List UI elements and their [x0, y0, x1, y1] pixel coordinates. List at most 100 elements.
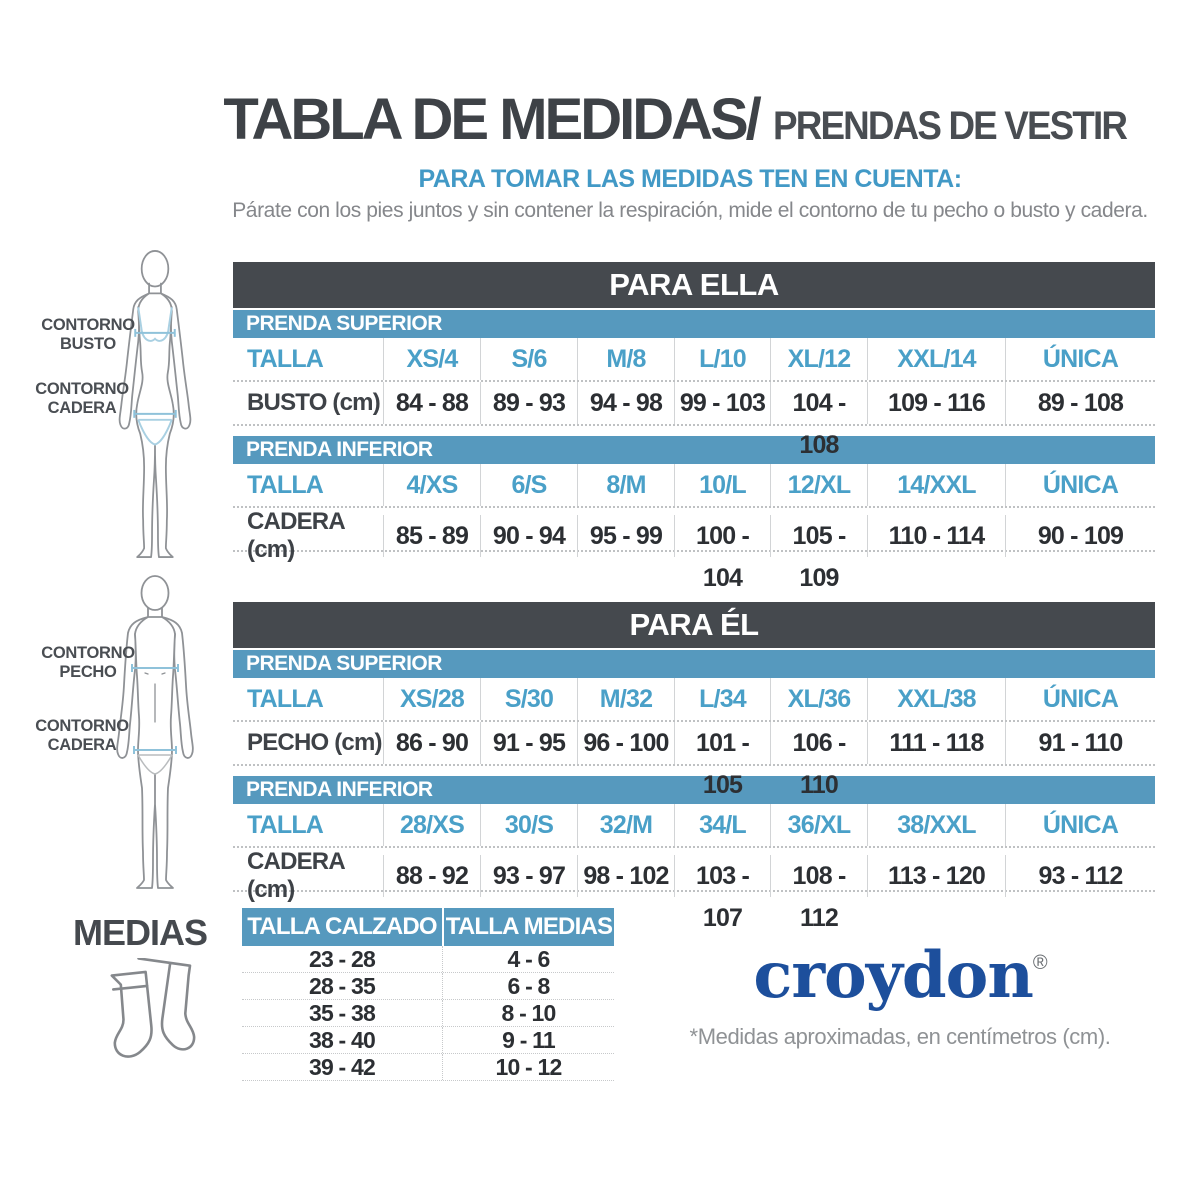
measure-row-label: CADERA (cm)	[247, 848, 345, 903]
women-upper-band: PRENDA SUPERIOR	[233, 310, 1155, 338]
table-cell: 91 - 110	[1005, 722, 1155, 764]
measure-row-label: CADERA (cm)	[247, 508, 345, 563]
table-cell: ÚNICA	[1005, 804, 1155, 846]
table-cell: 38/XXL	[867, 804, 1005, 846]
table-cell: 8 - 10	[442, 1000, 614, 1026]
size-row-label: TALLA	[247, 810, 324, 839]
table-cell: 8/M	[577, 464, 674, 506]
registered-mark-icon: ®	[1032, 951, 1048, 974]
table-cell: 36/XL	[770, 804, 867, 846]
women-size-table: PARA ELLA PRENDA SUPERIOR TALLA XS/4 S/6 M…	[233, 262, 1155, 592]
male-chest-label: CONTORNO PECHO	[41, 644, 135, 681]
table-cell: 89 - 93	[480, 382, 577, 424]
table-cell: 4/XS	[383, 464, 480, 506]
table-cell: 91 - 95	[480, 722, 577, 764]
men-size-table: PARA ÉL PRENDA SUPERIOR TALLA XS/28 S/30 M…	[233, 602, 1155, 932]
men-chest-row: PECHO (cm) 86 - 90 91 - 95 96 - 100 101 - 1…	[233, 722, 1155, 799]
table-cell: 106 - 110	[770, 722, 867, 799]
table-cell: 23 - 28	[308, 946, 376, 972]
measuring-instructions-text: Párate con los pies juntos y sin contene…	[232, 199, 1148, 222]
socks-table-header: TALLA CALZADO TALLA MEDIAS	[242, 908, 614, 946]
socks-row: 23 - 28 4 - 6	[242, 946, 614, 973]
table-cell: L/10	[674, 338, 770, 380]
table-cell: 94 - 98	[577, 382, 674, 424]
table-cell: 88 - 92	[383, 855, 480, 897]
table-cell: 35 - 38	[308, 1000, 376, 1026]
table-cell: 111 - 118	[867, 722, 1005, 764]
table-cell: 93 - 97	[480, 855, 577, 897]
table-cell: M/32	[577, 678, 674, 720]
table-cell: 101 - 105	[674, 722, 770, 799]
socks-row: 38 - 40 9 - 11	[242, 1027, 614, 1054]
brand-block: croydon® *Medidas aproximadas, en centím…	[660, 944, 1140, 1050]
table-cell: 96 - 100	[577, 722, 674, 764]
men-lower-band: PRENDA INFERIOR	[233, 776, 1155, 804]
female-hip-label: CONTORNO CADERA	[35, 380, 129, 417]
female-body-figure	[118, 250, 192, 558]
table-cell: 6 - 8	[442, 973, 614, 999]
table-cell: 38 - 40	[308, 1027, 376, 1053]
male-body-figure	[116, 575, 194, 889]
socks-icon	[110, 958, 196, 1058]
table-cell: 4 - 6	[442, 946, 614, 972]
table-cell: XL/12	[770, 338, 867, 380]
table-cell: 30/S	[480, 804, 577, 846]
table-cell: 28/XS	[383, 804, 480, 846]
table-cell: M/8	[577, 338, 674, 380]
table-cell: 10/L	[674, 464, 770, 506]
male-hip-label: CONTORNO CADERA	[35, 717, 129, 754]
table-cell: 84 - 88	[383, 382, 480, 424]
measure-row-label: PECHO (cm)	[247, 729, 383, 756]
table-cell: 86 - 90	[383, 722, 480, 764]
table-cell: 99 - 103	[674, 382, 770, 424]
table-cell: 14/XXL	[867, 464, 1005, 506]
women-upper-size-row: TALLA XS/4 S/6 M/8 L/10 XL/12 XXL/14 ÚNICA	[233, 338, 1155, 382]
table-cell: 100 - 104	[674, 515, 770, 592]
women-bust-row: BUSTO (cm) 84 - 88 89 - 93 94 - 98 99 - 103…	[233, 382, 1155, 459]
table-cell: 9 - 11	[442, 1027, 614, 1053]
table-cell: L/34	[674, 678, 770, 720]
table-cell: 90 - 94	[480, 515, 577, 557]
table-cell: ÚNICA	[1005, 678, 1155, 720]
table-cell: 113 - 120	[867, 855, 1005, 897]
men-upper-size-row: TALLA XS/28 S/30 M/32 L/34 XL/36 XXL/38 ÚNICA	[233, 678, 1155, 722]
table-cell: XS/4	[383, 338, 480, 380]
title-sub: PRENDAS DE VESTIR	[772, 104, 1128, 148]
measuring-instructions-heading: PARA TOMAR LAS MEDIDAS TEN EN CUENTA:	[418, 165, 962, 193]
socks-row: 35 - 38 8 - 10	[242, 1000, 614, 1027]
table-cell: S/30	[480, 678, 577, 720]
table-cell: ÚNICA	[1005, 464, 1155, 506]
header: TABLA DE MEDIDAS/ PRENDAS DE VESTIR PARA…	[190, 86, 1190, 223]
socks-row: 28 - 35 6 - 8	[242, 973, 614, 1000]
table-cell: XXL/38	[867, 678, 1005, 720]
table-cell: 110 - 114	[867, 515, 1005, 557]
size-row-label: TALLA	[247, 470, 324, 499]
shoe-size-header: TALLA CALZADO	[247, 913, 437, 940]
size-row-label: TALLA	[247, 344, 324, 373]
socks-section-title: MEDIAS	[72, 912, 208, 953]
croydon-logo: croydon®	[660, 944, 1140, 1008]
measurements-footnote: *Medidas aproximadas, en centímetros (cm…	[689, 1024, 1111, 1049]
female-bust-label: CONTORNO BUSTO	[41, 316, 135, 353]
table-cell: 32/M	[577, 804, 674, 846]
table-cell: 34/L	[674, 804, 770, 846]
socks-row: 39 - 42 10 - 12	[242, 1054, 614, 1081]
table-cell: 105 - 109	[770, 515, 867, 592]
table-cell: 89 - 108	[1005, 382, 1155, 424]
sock-size-header: TALLA MEDIAS	[442, 908, 614, 946]
women-table-title: PARA ELLA	[233, 262, 1155, 308]
table-cell: 95 - 99	[577, 515, 674, 557]
women-lower-band: PRENDA INFERIOR	[233, 436, 1155, 464]
men-lower-size-row: TALLA 28/XS 30/S 32/M 34/L 36/XL 38/XXL ÚNICA	[233, 804, 1155, 848]
table-cell: 39 - 42	[308, 1054, 376, 1080]
table-cell: 103 - 107	[674, 855, 770, 932]
men-upper-band: PRENDA SUPERIOR	[233, 650, 1155, 678]
table-cell: XXL/14	[867, 338, 1005, 380]
table-cell: 108 - 112	[770, 855, 867, 932]
table-cell: 98 - 102	[577, 855, 674, 897]
table-cell: 104 - 108	[770, 382, 867, 459]
title-main: TABLA DE MEDIDAS/	[223, 87, 761, 152]
socks-size-table: TALLA CALZADO TALLA MEDIAS 23 - 28 4 - 6 …	[242, 908, 614, 1081]
table-cell: 12/XL	[770, 464, 867, 506]
